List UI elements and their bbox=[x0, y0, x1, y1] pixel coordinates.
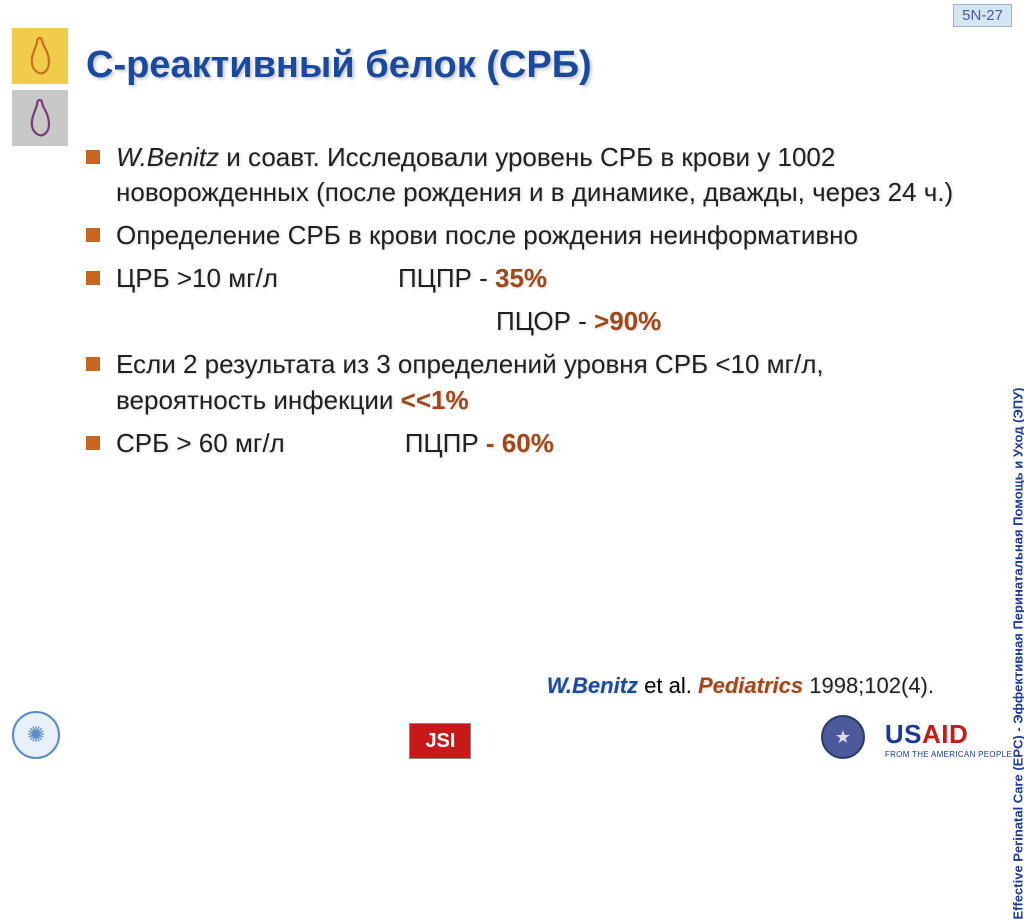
separator: - bbox=[472, 263, 495, 293]
who-logo-icon: ✺ bbox=[12, 711, 60, 759]
bullet-text: Определение СРБ в крови после рождения н… bbox=[116, 218, 858, 253]
seal-icon: ★ bbox=[821, 715, 865, 759]
usaid-tagline: FROM THE AMERICAN PEOPLE bbox=[885, 750, 1012, 759]
footer: ✺ JSI ★ USAID FROM THE AMERICAN PEOPLE bbox=[12, 711, 1012, 759]
metric-label: ПЦПР bbox=[398, 263, 472, 293]
side-icons bbox=[12, 28, 68, 152]
bullet-text: ПЦОР - >90% bbox=[116, 304, 661, 339]
result-side: ПЦПР - 35% bbox=[278, 261, 956, 296]
metric-value: - 60% bbox=[486, 428, 554, 458]
bullet-text: СРБ > 60 мг/л ПЦПР - 60% bbox=[116, 426, 956, 461]
bullet-icon bbox=[86, 357, 100, 371]
author-italic: W.Benitz bbox=[116, 142, 219, 172]
slide-title: С-реактивный белок (СРБ) bbox=[86, 44, 592, 87]
bullet-body: Если 2 результата из 3 определений уровн… bbox=[116, 349, 824, 414]
threshold-label: ЦРБ >10 мг/л bbox=[116, 261, 278, 296]
usaid-big: USAID bbox=[885, 719, 1012, 750]
bullet-icon bbox=[86, 271, 100, 285]
usaid-aid: AID bbox=[922, 719, 968, 749]
bullet-icon bbox=[86, 228, 100, 242]
bullet-item: ЦРБ >10 мг/л ПЦПР - 35% bbox=[86, 261, 956, 296]
slide-number: 5N-27 bbox=[953, 4, 1012, 27]
bullet-icon bbox=[86, 436, 100, 450]
metric-value: 35% bbox=[495, 263, 547, 293]
bullet-item: Если 2 результата из 3 определений уровн… bbox=[86, 347, 956, 417]
vertical-label: Effective Perinatal Care (EPC) - Эффекти… bbox=[1011, 388, 1024, 920]
metric-label: ПЦПР bbox=[405, 428, 479, 458]
pear-icon bbox=[12, 28, 68, 84]
bullet-item: W.Benitz и соавт. Исследовали уровень СР… bbox=[86, 140, 956, 210]
bullet-text: W.Benitz и соавт. Исследовали уровень СР… bbox=[116, 140, 956, 210]
citation-middle: et al. bbox=[638, 673, 698, 698]
metric-value: <<1% bbox=[401, 385, 469, 415]
result-side: ПЦПР - 60% bbox=[285, 426, 956, 461]
footer-left: ✺ bbox=[12, 711, 60, 759]
bullet-body: и соавт. Исследовали уровень СРБ в крови… bbox=[116, 142, 953, 207]
jsi-logo: JSI bbox=[409, 723, 471, 759]
bullet-text: ЦРБ >10 мг/л ПЦПР - 35% bbox=[116, 261, 956, 296]
metric-label: ПЦОР bbox=[496, 306, 571, 336]
threshold-label: СРБ > 60 мг/л bbox=[116, 426, 285, 461]
bullet-item: Определение СРБ в крови после рождения н… bbox=[86, 218, 956, 253]
metric-value: >90% bbox=[594, 306, 661, 336]
usaid-logo: USAID FROM THE AMERICAN PEOPLE bbox=[885, 719, 1012, 759]
citation: W.Benitz et al. Pediatrics 1998;102(4). bbox=[0, 673, 934, 699]
citation-year: 1998;102(4). bbox=[803, 673, 934, 698]
bullet-text: Если 2 результата из 3 определений уровн… bbox=[116, 347, 956, 417]
separator: - bbox=[571, 306, 594, 336]
separator bbox=[479, 428, 486, 458]
usaid-us: US bbox=[885, 719, 922, 749]
bullet-item: СРБ > 60 мг/л ПЦПР - 60% bbox=[86, 426, 956, 461]
content-block: W.Benitz и соавт. Исследовали уровень СР… bbox=[86, 140, 956, 469]
footer-right: ★ USAID FROM THE AMERICAN PEOPLE bbox=[821, 715, 1012, 759]
pear-icon-2 bbox=[12, 90, 68, 146]
citation-journal: Pediatrics bbox=[698, 673, 803, 698]
bullet-item-indent: ПЦОР - >90% bbox=[86, 304, 956, 339]
citation-author: W.Benitz bbox=[547, 673, 638, 698]
bullet-icon bbox=[86, 150, 100, 164]
